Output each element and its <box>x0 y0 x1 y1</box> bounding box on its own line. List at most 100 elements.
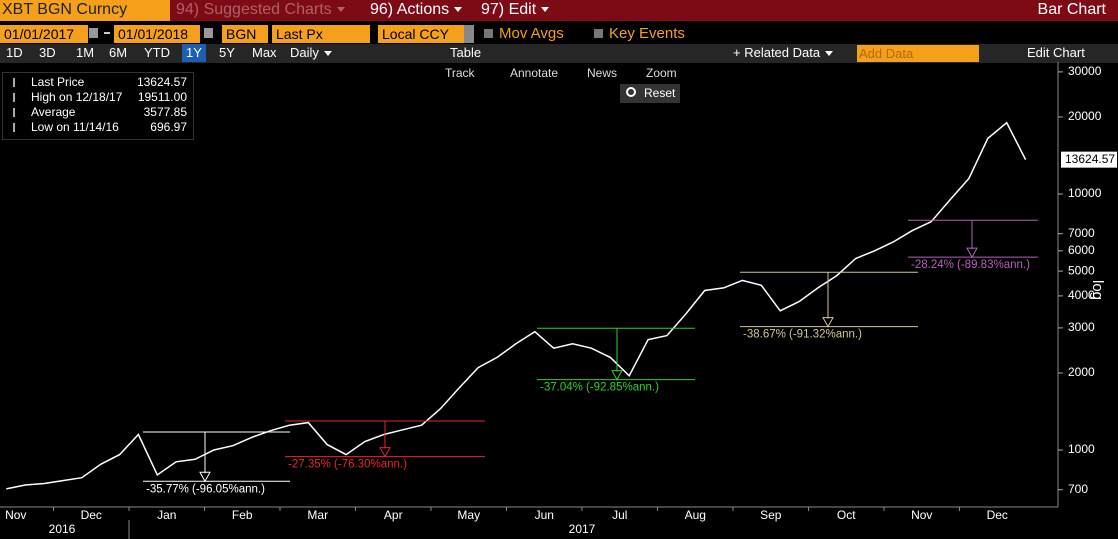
chart-tool[interactable]: News <box>587 66 618 80</box>
x-tick-label: Dec <box>987 508 1008 522</box>
calendar-icon[interactable] <box>204 28 213 38</box>
reset-button[interactable]: Reset <box>620 84 680 103</box>
y-tick-label: 6000 <box>1068 243 1095 257</box>
legend-value: 3577.85 <box>143 105 187 119</box>
y-tick-label: 5000 <box>1068 263 1095 277</box>
related-data[interactable]: + Related Data <box>733 44 834 62</box>
drawdown-arrowhead <box>822 317 834 328</box>
dash <box>104 32 110 34</box>
y-tick-label: 3000 <box>1068 320 1095 334</box>
legend-icon <box>13 108 15 117</box>
menu-label: 97) Edit <box>481 1 537 18</box>
x-tick-label: Nov <box>911 508 932 522</box>
x-tick-label: Jan <box>157 508 176 522</box>
controls-bar: 01/01/2017 01/01/2018 BGN Last Px Local … <box>0 23 1118 44</box>
drawdown-arrowhead <box>966 247 978 259</box>
period-button[interactable]: 1D <box>6 45 23 60</box>
y-tick-label: 4000 <box>1068 288 1095 302</box>
y-tick-label: 10000 <box>1068 186 1102 200</box>
x-tick-label: Dec <box>81 508 102 522</box>
drawdown-label: -38.67% (-91.32%ann.) <box>743 329 862 341</box>
calendar-icon[interactable] <box>89 28 98 38</box>
year-label: 2017 <box>569 522 596 536</box>
period-button[interactable]: 5Y <box>219 45 235 60</box>
period-button[interactable]: 3D <box>39 45 56 60</box>
toggle-label: Key Events <box>609 25 685 42</box>
dropdown[interactable] <box>464 25 474 43</box>
drawdown-arrowhead <box>611 370 623 381</box>
frequency[interactable]: Daily <box>290 44 332 62</box>
end-date[interactable]: 01/01/2018 <box>114 25 200 43</box>
year-label: 2016 <box>49 522 76 536</box>
menu[interactable]: 94) Suggested Charts <box>176 0 345 20</box>
drawdown-label: -35.77% (-96.05%ann.) <box>146 483 265 495</box>
field[interactable]: Last Px <box>272 25 370 43</box>
toggle-label: Mov Avgs <box>499 25 564 42</box>
menu[interactable]: 97) Edit <box>481 0 550 20</box>
related-label: + Related Data <box>733 45 821 60</box>
price-line <box>6 121 1027 490</box>
x-tick-label: May <box>457 508 480 522</box>
chart-tool[interactable]: Track <box>445 66 475 80</box>
drawdown-arrowhead <box>379 447 391 458</box>
drawdown-label: -37.04% (-92.85%ann.) <box>540 382 659 394</box>
y-tick-label: 7000 <box>1068 226 1095 240</box>
x-tick-label: Aug <box>685 508 706 522</box>
period-button[interactable]: YTD <box>144 45 170 60</box>
add-data[interactable]: Add Data <box>857 45 979 62</box>
legend-value: 696.97 <box>150 120 187 134</box>
toggle[interactable]: Mov Avgs <box>484 24 564 44</box>
drawdown-arrowhead <box>199 471 211 483</box>
y-tick-label: 2000 <box>1068 365 1095 379</box>
reset-icon <box>626 87 636 97</box>
toggle[interactable]: Key Events <box>594 24 685 44</box>
y-tick-label: 30000 <box>1068 64 1102 78</box>
start-date[interactable]: 01/01/2017 <box>0 25 88 43</box>
legend-icon <box>13 123 15 132</box>
legend-label: Low on 11/14/16 <box>31 120 119 134</box>
chart-tool[interactable]: Zoom <box>646 66 677 80</box>
chart-type: Bar Chart <box>1037 1 1106 18</box>
y-tick-label: 20000 <box>1068 109 1102 123</box>
toolbar: Daily Table + Related Data Add Data Edit… <box>0 44 1118 63</box>
legend-icon <box>13 78 15 87</box>
period-button[interactable]: 6M <box>109 45 128 60</box>
drawdown-label: -27.35% (-76.30%ann.) <box>288 459 407 471</box>
period-button[interactable]: Max <box>252 45 277 60</box>
edit-chart[interactable]: Edit Chart <box>1027 45 1085 60</box>
x-tick-label: Oct <box>837 508 856 522</box>
axis-label: log <box>1089 280 1106 300</box>
menu[interactable]: 96) Actions <box>370 0 463 20</box>
legend-label: Last Price <box>31 75 85 89</box>
table-button[interactable]: Table <box>450 45 482 60</box>
menu-label: 96) Actions <box>370 1 450 18</box>
reset-label: Reset <box>644 86 676 100</box>
ticker[interactable]: XBT BGN Curncy <box>0 0 170 21</box>
title-bar: XBT BGN Curncy 94) Suggested Charts 96) … <box>0 0 1118 21</box>
legend-label: Average <box>31 105 76 119</box>
source[interactable]: BGN <box>222 25 268 43</box>
y-tick-label: 1000 <box>1068 442 1095 456</box>
chart-tool[interactable]: Annotate <box>510 66 559 80</box>
period-button[interactable]: 1Y <box>182 44 206 62</box>
drawdown-label: -28.24% (-89.83%ann.) <box>911 259 1030 271</box>
x-tick-label: Jul <box>612 508 627 522</box>
frequency-label: Daily <box>290 45 319 60</box>
legend-icon <box>13 93 15 102</box>
currency[interactable]: Local CCY <box>378 25 464 43</box>
x-tick-label: Jun <box>535 508 554 522</box>
legend-value: 13624.57 <box>136 75 187 89</box>
menu-label: 94) Suggested Charts <box>176 1 332 18</box>
x-tick-label: Nov <box>5 508 26 522</box>
legend-label: High on 12/18/17 <box>31 90 123 104</box>
x-tick-label: Feb <box>232 508 253 522</box>
legend-box: Last Price 13624.57 High on 12/18/17 19511.… <box>2 72 194 140</box>
period-button[interactable]: 1M <box>76 45 95 60</box>
x-tick-label: Sep <box>760 508 782 522</box>
y-tick-label: 700 <box>1068 482 1088 496</box>
last-price-tag <box>1061 151 1117 168</box>
x-tick-label: Mar <box>307 508 328 522</box>
legend-value: 19511.00 <box>137 90 187 104</box>
last-price-label: 13624.57 <box>1065 152 1115 166</box>
